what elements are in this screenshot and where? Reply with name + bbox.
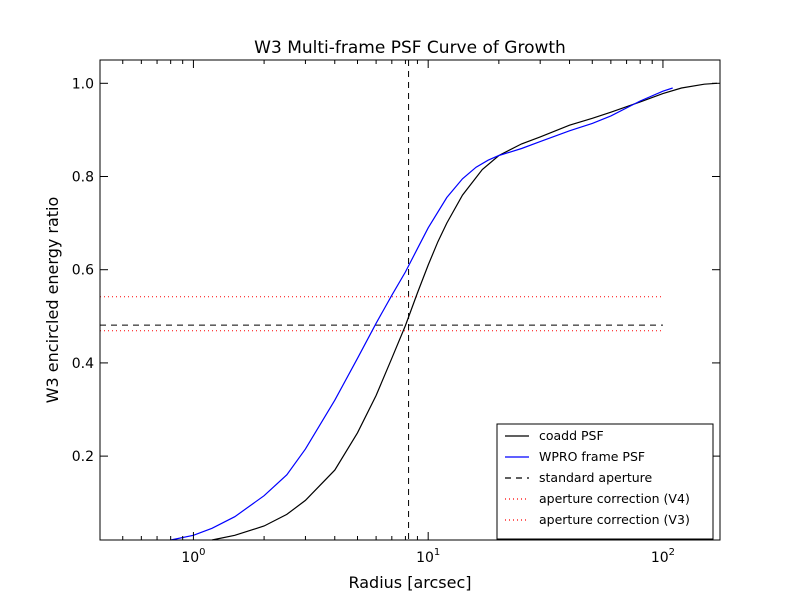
- x-tick-label: 101: [416, 547, 440, 566]
- legend-label: WPRO frame PSF: [539, 449, 645, 464]
- y-tick-label: 0.4: [72, 356, 94, 372]
- x-axis-label: Radius [arcsec]: [348, 573, 471, 592]
- x-tick-exponent: 0: [199, 547, 205, 558]
- chart-title: W3 Multi-frame PSF Curve of Growth: [254, 38, 566, 58]
- plot-lines: [100, 60, 718, 541]
- legend-label: aperture correction (V4): [539, 491, 690, 506]
- legend: coadd PSF WPRO frame PSF standard aperture…: [496, 423, 714, 540]
- legend-label: standard aperture: [539, 470, 653, 485]
- legend-box: [496, 423, 714, 540]
- series-line-1: [170, 87, 673, 541]
- x-tick-exponent: 1: [434, 547, 440, 558]
- x-tick-exponent: 2: [669, 547, 675, 558]
- legend-label: aperture correction (V3): [539, 512, 690, 527]
- legend-label: coadd PSF: [539, 428, 604, 443]
- x-tick-label: 100: [181, 547, 205, 566]
- y-tick-label: 1.0: [72, 76, 94, 92]
- y-tick-label: 0.2: [72, 449, 94, 465]
- x-tick-label: 102: [651, 547, 675, 566]
- y-axis-label: W3 encircled energy ratio: [43, 197, 62, 404]
- y-tick-label: 0.8: [72, 170, 94, 186]
- plot-frame: [99, 59, 721, 541]
- y-tick-label: 0.6: [72, 263, 94, 279]
